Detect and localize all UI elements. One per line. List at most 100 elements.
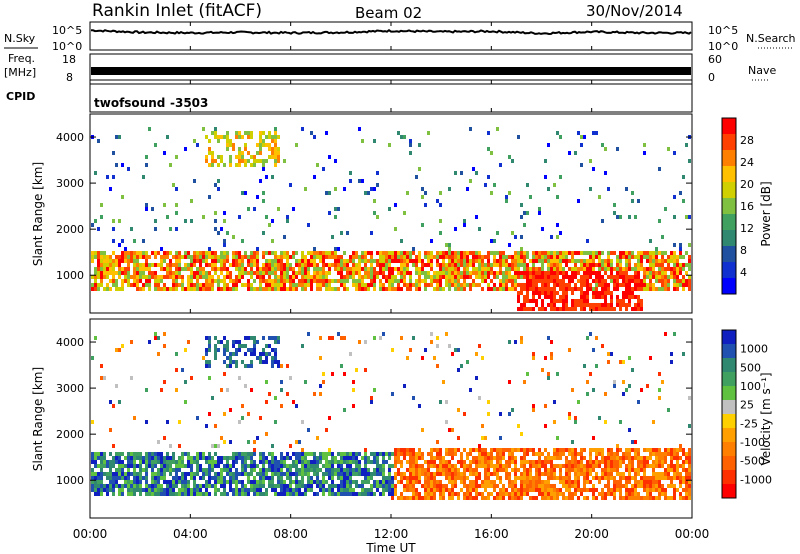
heat-cell	[580, 456, 583, 460]
heat-cell	[622, 299, 625, 303]
heat-cell	[688, 255, 691, 259]
heat-cell	[319, 384, 322, 388]
heat-cell	[232, 279, 235, 283]
heat-cell	[94, 251, 97, 255]
heat-cell	[196, 484, 199, 488]
heat-cell	[586, 496, 589, 500]
heat-cell	[259, 356, 262, 360]
heat-cell	[352, 255, 355, 259]
heat-cell	[589, 452, 592, 456]
heat-cell	[280, 267, 283, 271]
heat-cell	[559, 452, 562, 456]
heat-cell	[178, 420, 181, 424]
heat-cell	[118, 255, 121, 259]
heat-cell	[439, 255, 442, 259]
heat-cell	[208, 492, 211, 496]
heat-cell	[571, 307, 574, 311]
heat-cell	[451, 352, 454, 356]
heat-cell	[679, 496, 682, 500]
heat-cell	[163, 255, 166, 259]
heat-cell	[289, 476, 292, 480]
heat-cell	[145, 283, 148, 287]
heat-cell	[352, 480, 355, 484]
heat-cell	[202, 275, 205, 279]
heat-cell	[349, 480, 352, 484]
heat-cell	[343, 279, 346, 283]
heat-cell	[184, 267, 187, 271]
heat-cell	[667, 275, 670, 279]
heat-cell	[628, 480, 631, 484]
heat-cell	[148, 452, 151, 456]
cbar-tick-label: 20	[740, 178, 754, 191]
heat-cell	[349, 271, 352, 275]
heat-cell	[505, 468, 508, 472]
heat-cell	[217, 231, 220, 235]
heat-cell	[622, 271, 625, 275]
heat-cell	[382, 332, 385, 336]
heat-cell	[106, 175, 109, 179]
heat-cell	[388, 207, 391, 211]
heat-cell	[394, 452, 397, 456]
heat-cell	[259, 472, 262, 476]
heat-cell	[544, 356, 547, 360]
heat-cell	[451, 452, 454, 456]
heat-cell	[427, 468, 430, 472]
heat-cell	[541, 251, 544, 255]
heat-cell	[199, 251, 202, 255]
heat-cell	[628, 299, 631, 303]
heat-cell	[220, 259, 223, 263]
heat-cell	[604, 287, 607, 291]
heat-cell	[97, 139, 100, 143]
heat-cell	[415, 460, 418, 464]
heat-cell	[232, 480, 235, 484]
heat-cell	[601, 460, 604, 464]
heat-cell	[367, 251, 370, 255]
heat-cell	[232, 340, 235, 344]
heat-cell	[448, 344, 451, 348]
time-x-axis: 00:00 04:00 08:00 12:00 16:00 20:00 00:00	[73, 22, 709, 541]
heat-cell	[622, 496, 625, 500]
heat-cell	[658, 456, 661, 460]
heat-cell	[304, 187, 307, 191]
heat-cell	[190, 492, 193, 496]
heat-cell	[343, 283, 346, 287]
heat-cell	[667, 452, 670, 456]
heat-cell	[550, 295, 553, 299]
nsearch-label: N.Search	[746, 32, 796, 45]
heat-cell	[376, 215, 379, 219]
heat-cell	[286, 472, 289, 476]
heat-cell	[535, 291, 538, 295]
heat-cell	[328, 287, 331, 291]
heat-cell	[262, 191, 265, 195]
heat-cell	[583, 263, 586, 267]
heat-cell	[547, 187, 550, 191]
heat-cell	[112, 444, 115, 448]
heat-cell	[292, 275, 295, 279]
heat-cell	[679, 263, 682, 267]
heat-cell	[421, 472, 424, 476]
heat-cell	[541, 271, 544, 275]
heat-cell	[409, 275, 412, 279]
heat-cell	[121, 468, 124, 472]
cbar-swatch	[722, 198, 736, 215]
heat-cell	[229, 271, 232, 275]
heat-cell	[202, 283, 205, 287]
heat-cell	[478, 448, 481, 452]
heat-cell	[196, 143, 199, 147]
heat-cell	[475, 496, 478, 500]
heat-cell	[664, 496, 667, 500]
heat-cell	[625, 303, 628, 307]
heat-cell	[544, 255, 547, 259]
heat-cell	[325, 287, 328, 291]
heat-cell	[205, 488, 208, 492]
heat-cell	[682, 175, 685, 179]
heat-cell	[529, 195, 532, 199]
heat-cell	[418, 448, 421, 452]
heat-cell	[505, 271, 508, 275]
heat-cell	[631, 255, 634, 259]
heat-cell	[577, 400, 580, 404]
heat-cell	[310, 468, 313, 472]
heat-cell	[190, 219, 193, 223]
heat-cell	[592, 488, 595, 492]
heat-cell	[163, 287, 166, 291]
